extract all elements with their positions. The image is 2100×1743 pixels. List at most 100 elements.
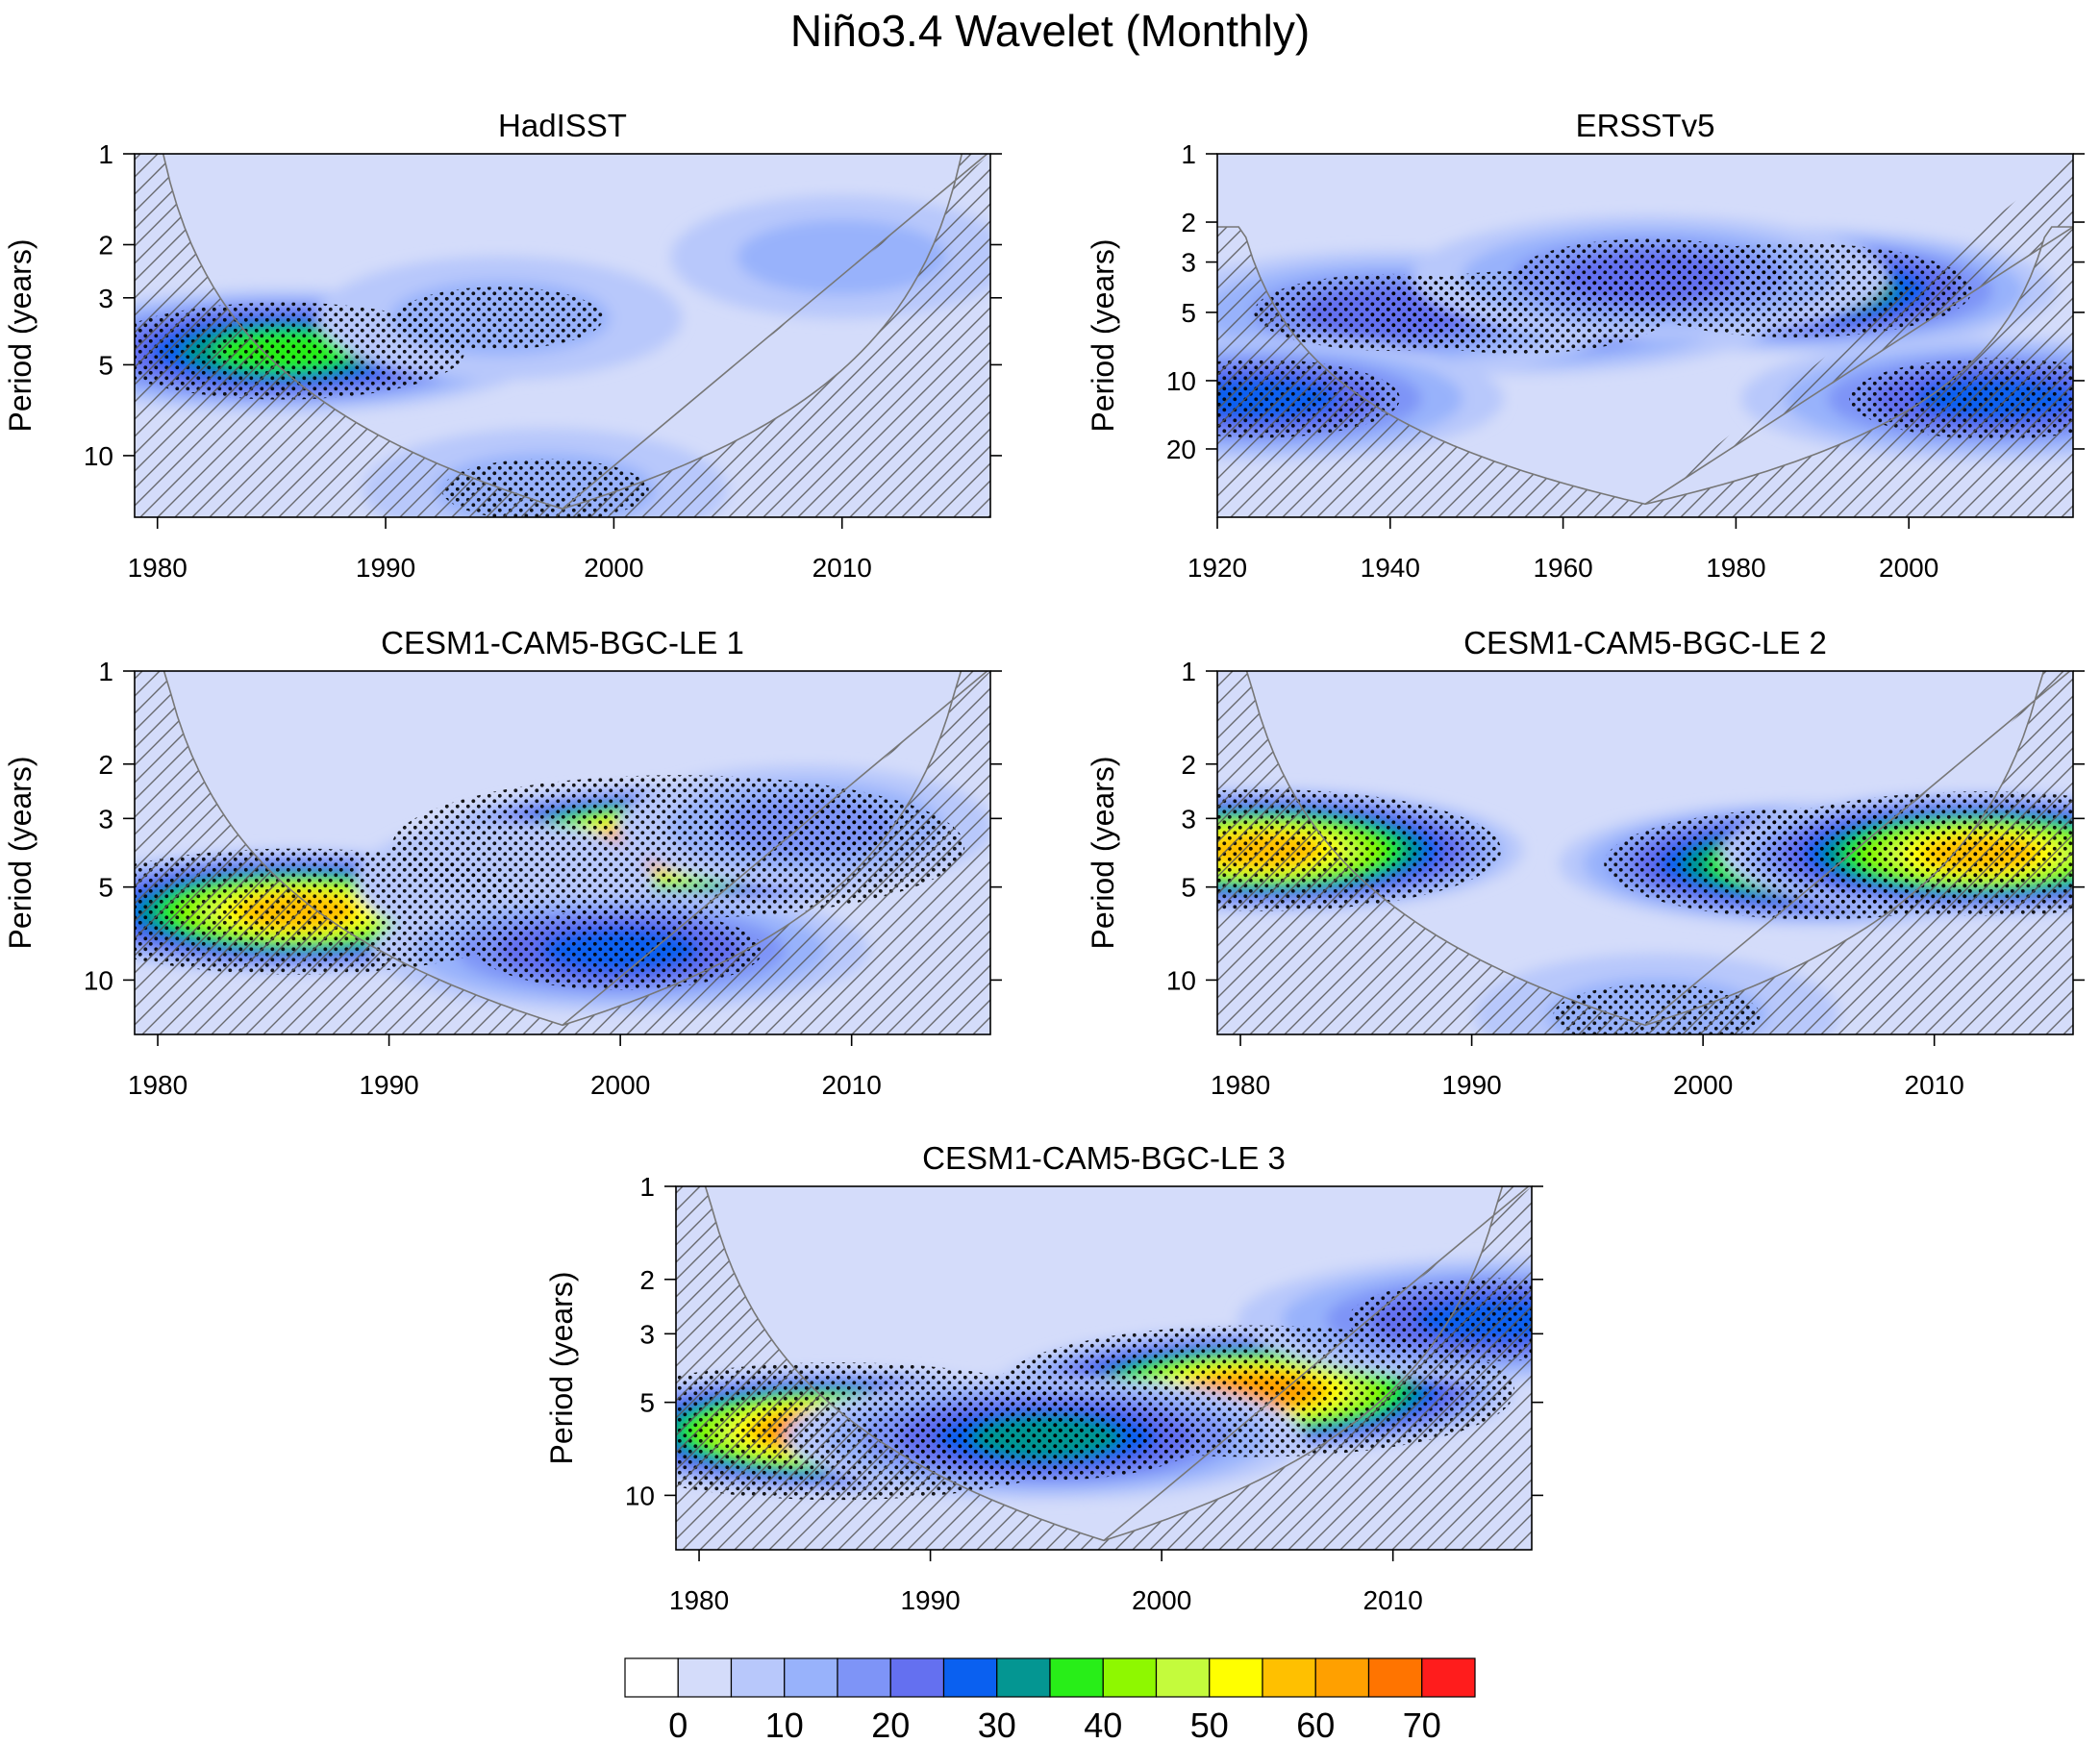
colorbar-swatch [784, 1657, 838, 1698]
colorbar-swatch [942, 1657, 998, 1698]
y-tick-label: 10 [1166, 965, 1196, 995]
significance-stipple [1254, 273, 1527, 351]
x-tick-label: 2000 [1879, 553, 1938, 583]
colorbar-swatch [889, 1657, 945, 1698]
y-axis-label: Period (years) [544, 1272, 579, 1465]
y-tick-label: 10 [84, 965, 113, 995]
x-tick-label: 1980 [669, 1585, 729, 1615]
y-tick-label: 2 [639, 1265, 655, 1295]
colorbar-swatch [730, 1657, 786, 1698]
x-tick-label: 1990 [1441, 1070, 1501, 1100]
x-tick-label: 2010 [812, 553, 872, 583]
x-tick-label: 1940 [1361, 553, 1420, 583]
panel-2: ERSSTv5 1 2 3 5 10 20 1920 1940 1960 1980 2000 Perio… [1086, 108, 2085, 583]
y-tick-label: 3 [639, 1319, 655, 1349]
y-tick-label: 2 [98, 231, 113, 261]
y-tick-label: 5 [98, 873, 113, 903]
y-tick-label: 10 [84, 441, 113, 471]
x-tick-label: 2000 [590, 1070, 650, 1100]
colorbar-swatch [837, 1657, 891, 1698]
x-tick-label: 2000 [584, 553, 643, 583]
y-tick-label: 5 [98, 350, 113, 380]
cone-of-influence-line [1217, 226, 2073, 506]
colorbar-swatch [1209, 1657, 1263, 1698]
colorbar-label: 40 [1084, 1706, 1122, 1743]
cone-of-influence [1217, 154, 2073, 517]
panel-title: CESM1-CAM5-BGC-LE 1 [381, 625, 744, 660]
cone-of-influence [135, 154, 990, 517]
y-tick-label: 10 [625, 1481, 655, 1510]
plot-frame [1216, 153, 2074, 518]
colorbar: 0 10 20 30 40 50 60 70 [624, 1657, 1476, 1743]
plot-frame [675, 1185, 1533, 1551]
significance-stipple [889, 1394, 1202, 1481]
x-tick-label: 2010 [1905, 1070, 1964, 1100]
panel-5: CESM1-CAM5-BGC-LE 3 1 2 3 5 10 1980 1990 2000 201… [544, 1140, 1543, 1615]
y-axis-label: Period (years) [1086, 239, 1120, 433]
plot-frame [1216, 670, 2074, 1035]
colorbar-label: 30 [978, 1706, 1016, 1743]
panel-title: HadISST [498, 108, 627, 143]
cone-of-influence [676, 1186, 1532, 1550]
x-tick-label: 2010 [822, 1070, 882, 1100]
colorbar-swatch [1262, 1657, 1316, 1698]
colorbar-label: 20 [871, 1706, 910, 1743]
cone-of-influence [1217, 671, 2073, 1034]
y-tick-label: 10 [1166, 366, 1196, 396]
y-tick-label: 5 [1181, 873, 1196, 903]
x-tick-label: 1960 [1533, 553, 1592, 583]
y-tick-label: 2 [1181, 750, 1196, 780]
y-tick-label: 3 [1181, 804, 1196, 834]
y-tick-label: 5 [1181, 298, 1196, 328]
figure-title: Niño3.4 Wavelet (Monthly) [790, 6, 1310, 56]
x-tick-label: 1990 [356, 553, 415, 583]
colorbar-swatch [1314, 1657, 1370, 1698]
y-tick-label: 3 [98, 284, 113, 313]
colorbar-swatch [1367, 1657, 1423, 1698]
colorbar-swatch [624, 1657, 679, 1698]
colorbar-swatch [677, 1657, 733, 1698]
x-tick-label: 1980 [128, 1070, 188, 1100]
y-tick-label: 5 [639, 1388, 655, 1418]
x-tick-label: 2000 [1673, 1070, 1733, 1100]
colorbar-label: 10 [765, 1706, 804, 1743]
panel-title: CESM1-CAM5-BGC-LE 3 [922, 1140, 1286, 1176]
cone-of-influence-line [161, 154, 988, 510]
significance-stipple [477, 909, 763, 990]
significance-stipple [1512, 238, 1787, 316]
y-tick-label: 1 [98, 139, 113, 169]
y-axis-label: Period (years) [3, 757, 38, 950]
panel-title: CESM1-CAM5-BGC-LE 2 [1463, 625, 1827, 660]
panel-title: ERSSTv5 [1576, 108, 1715, 143]
cone-of-influence-line [704, 1186, 1530, 1542]
colorbar-swatch [996, 1657, 1051, 1698]
cone-of-influence-line [1245, 671, 2071, 1027]
panel-1: HadISST 1 2 3 5 10 1980 1990 2000 2010 Period (yea… [3, 108, 1002, 583]
cone-of-influence [135, 671, 990, 1034]
y-tick-label: 1 [1181, 139, 1196, 169]
y-tick-label: 20 [1166, 435, 1196, 464]
colorbar-label: 60 [1296, 1706, 1335, 1743]
colorbar-label: 0 [668, 1706, 688, 1743]
y-tick-label: 1 [1181, 657, 1196, 686]
y-tick-label: 1 [98, 657, 113, 686]
x-tick-label: 1980 [128, 553, 188, 583]
x-tick-label: 2000 [1132, 1585, 1191, 1615]
colorbar-swatch [1102, 1657, 1158, 1698]
y-axis-label: Period (years) [3, 239, 38, 433]
y-tick-label: 3 [1181, 248, 1196, 278]
x-tick-label: 1990 [900, 1585, 960, 1615]
colorbar-label: 70 [1403, 1706, 1441, 1743]
y-tick-label: 2 [1181, 208, 1196, 237]
y-tick-label: 2 [98, 750, 113, 780]
significance-stipple [396, 286, 604, 350]
y-tick-label: 1 [639, 1172, 655, 1202]
panel-4: CESM1-CAM5-BGC-LE 2 1 2 3 5 10 1980 1990 2000 201… [1086, 625, 2085, 1100]
y-axis-label: Period (years) [1086, 757, 1120, 950]
colorbar-swatch [1421, 1657, 1476, 1698]
panel-3: CESM1-CAM5-BGC-LE 1 1 2 3 5 10 1980 1990 2000 201… [3, 625, 1002, 1100]
cone-of-influence-line [162, 671, 988, 1027]
x-tick-label: 1980 [1211, 1070, 1270, 1100]
